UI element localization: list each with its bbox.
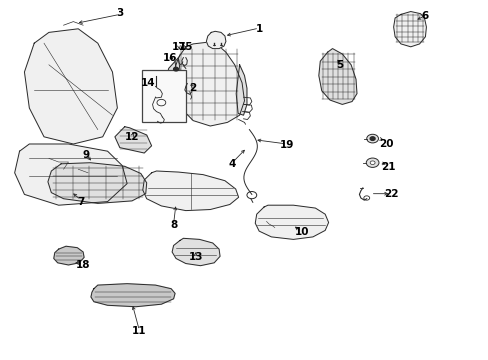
Text: 16: 16: [163, 53, 177, 63]
Polygon shape: [255, 205, 328, 239]
Text: 15: 15: [178, 42, 193, 52]
Polygon shape: [165, 58, 182, 108]
Circle shape: [366, 134, 378, 143]
Text: 20: 20: [378, 139, 393, 149]
Text: 6: 6: [421, 11, 428, 21]
Polygon shape: [15, 144, 127, 205]
Polygon shape: [172, 238, 220, 266]
Text: 12: 12: [124, 132, 139, 142]
Text: 14: 14: [140, 78, 155, 88]
Polygon shape: [91, 284, 175, 307]
Text: 4: 4: [228, 159, 236, 169]
Polygon shape: [54, 246, 84, 265]
Polygon shape: [393, 12, 426, 47]
Text: 13: 13: [188, 252, 203, 262]
Bar: [142, 70, 185, 122]
Text: 3: 3: [116, 8, 123, 18]
Text: 17: 17: [171, 42, 186, 52]
Text: 1: 1: [255, 24, 262, 34]
Text: 21: 21: [381, 162, 395, 172]
Polygon shape: [173, 42, 244, 126]
Polygon shape: [115, 127, 151, 153]
Text: 8: 8: [170, 220, 177, 230]
Text: 9: 9: [82, 150, 89, 160]
Text: 7: 7: [77, 197, 84, 207]
Text: 2: 2: [189, 83, 196, 93]
Polygon shape: [24, 29, 117, 144]
Polygon shape: [142, 171, 238, 211]
Polygon shape: [236, 65, 246, 115]
Circle shape: [173, 67, 178, 71]
Text: 11: 11: [132, 326, 146, 336]
Circle shape: [366, 158, 378, 167]
Text: 22: 22: [383, 189, 398, 199]
Text: 19: 19: [279, 140, 294, 150]
Polygon shape: [48, 163, 146, 203]
Text: 5: 5: [336, 60, 343, 70]
Polygon shape: [206, 31, 225, 49]
Circle shape: [369, 161, 374, 165]
Text: 18: 18: [76, 260, 90, 270]
Text: 10: 10: [294, 227, 308, 237]
Polygon shape: [318, 49, 356, 104]
Circle shape: [369, 137, 374, 140]
